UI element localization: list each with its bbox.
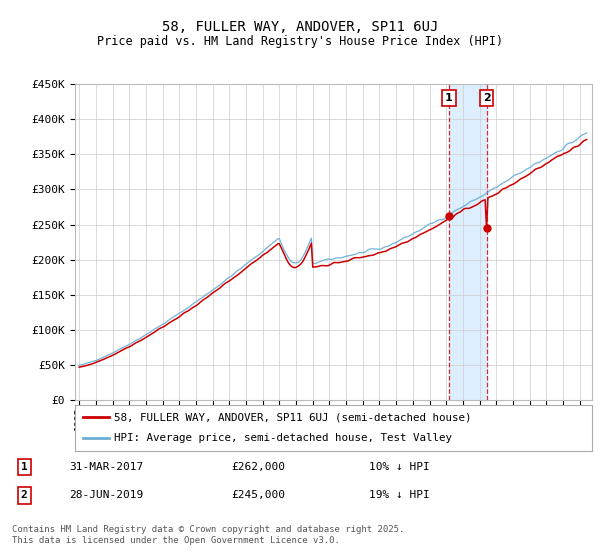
Text: 2: 2: [20, 491, 28, 501]
Text: 1: 1: [20, 461, 28, 472]
Text: Price paid vs. HM Land Registry's House Price Index (HPI): Price paid vs. HM Land Registry's House …: [97, 35, 503, 48]
Text: HPI: Average price, semi-detached house, Test Valley: HPI: Average price, semi-detached house,…: [114, 433, 452, 444]
Text: 19% ↓ HPI: 19% ↓ HPI: [369, 491, 430, 501]
Text: Contains HM Land Registry data © Crown copyright and database right 2025.
This d: Contains HM Land Registry data © Crown c…: [12, 525, 404, 545]
Text: 10% ↓ HPI: 10% ↓ HPI: [369, 461, 430, 472]
Text: £262,000: £262,000: [231, 461, 285, 472]
Text: £245,000: £245,000: [231, 491, 285, 501]
Text: 31-MAR-2017: 31-MAR-2017: [70, 461, 144, 472]
Text: 58, FULLER WAY, ANDOVER, SP11 6UJ: 58, FULLER WAY, ANDOVER, SP11 6UJ: [162, 20, 438, 34]
Text: 1: 1: [445, 93, 453, 103]
Text: 2: 2: [482, 93, 490, 103]
Text: 58, FULLER WAY, ANDOVER, SP11 6UJ (semi-detached house): 58, FULLER WAY, ANDOVER, SP11 6UJ (semi-…: [114, 412, 471, 422]
Text: 28-JUN-2019: 28-JUN-2019: [70, 491, 144, 501]
Bar: [449, 84, 487, 400]
